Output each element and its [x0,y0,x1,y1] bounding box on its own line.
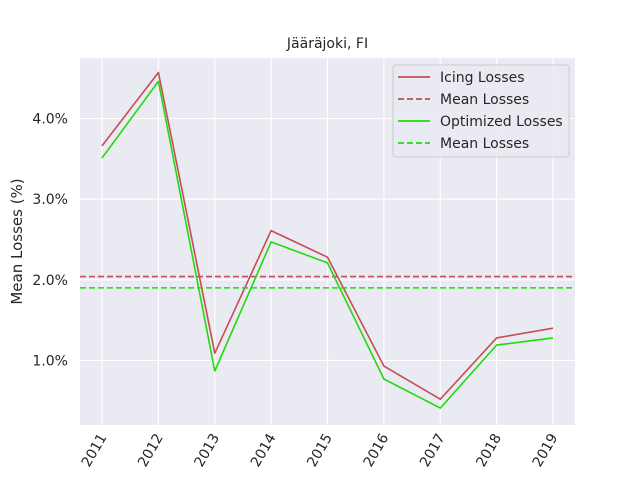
y-axis-label: Mean Losses (%) [8,178,26,304]
chart-title: Jääräjoki, FI [286,36,368,52]
x-tick-label: 2012 [135,431,167,470]
x-tick-label: 2017 [417,431,449,470]
x-tick-label: 2014 [248,431,280,470]
x-tick-label: 2018 [473,431,505,470]
series-layer [80,71,575,409]
y-tick-label: 4.0% [32,111,68,127]
x-tick-label: 2011 [79,431,111,470]
x-tick-label: 2019 [530,431,562,470]
series-line [101,71,554,401]
x-tick-label: 2016 [361,431,393,470]
x-axis-ticks: 2011 2012 2013 2014 2015 2016 2017 2018 2019 [79,431,562,470]
series-line [101,80,554,409]
y-tick-label: 2.0% [32,273,68,289]
legend-label: Mean Losses [440,92,529,108]
legend-label: Optimized Losses [440,114,563,130]
legend-label: Mean Losses [440,136,529,152]
legend: Icing Losses Mean Losses Optimized Losses M… [392,64,570,158]
legend-label: Icing Losses [440,70,525,86]
y-tick-label: 3.0% [32,192,68,208]
x-tick-label: 2013 [192,431,224,470]
y-axis-ticks: 1.0% 2.0% 3.0% 4.0% [32,111,68,369]
legend-box [392,64,570,158]
y-tick-label: 1.0% [32,353,68,369]
x-tick-label: 2015 [304,431,336,470]
